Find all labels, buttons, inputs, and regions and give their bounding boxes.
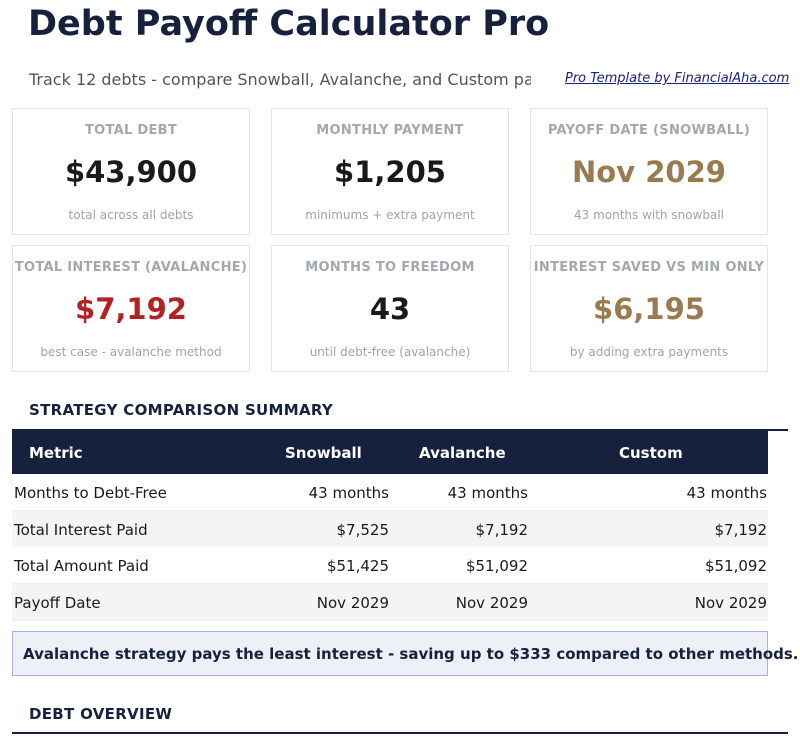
table-row: Months to Debt-Free 43 months 43 months 43 … (12, 474, 768, 511)
cell: Nov 2029 (694, 593, 767, 612)
cell: Nov 2029 (455, 593, 528, 612)
stat-card: TOTAL INTEREST (AVALANCHE) $7,192 best cas… (12, 245, 250, 372)
note-text: Avalanche strategy pays the least intere… (23, 645, 799, 663)
table-header: Metric Snowball Avalanche Custom (12, 430, 768, 474)
row-label: Total Amount Paid (14, 557, 149, 575)
card-label: INTEREST SAVED VS MIN ONLY (533, 260, 765, 275)
column-header: Custom (619, 444, 683, 462)
template-link[interactable]: Pro Template by FinancialAha.com (565, 71, 790, 86)
table-row: Total Amount Paid $51,425 $51,092 $51,092 (12, 547, 768, 584)
cell: $51,425 (326, 557, 389, 575)
stat-card: TOTAL DEBT $43,900 total across all debts (12, 108, 250, 235)
cell: $7,192 (475, 520, 529, 539)
column-header: Snowball (285, 444, 362, 462)
row-label: Months to Debt-Free (14, 484, 167, 502)
title: Debt Payoff Calculator Pro (28, 4, 550, 44)
cell: 43 months (686, 484, 767, 502)
card-label: MONTHLY PAYMENT (316, 123, 464, 138)
card-value: $43,900 (64, 155, 198, 189)
rule (12, 732, 788, 734)
card-note: until debt-free (avalanche) (309, 345, 471, 359)
table-row: Total Interest Paid $7,525 $7,192 $7,192 (12, 510, 768, 548)
row-label: Payoff Date (14, 593, 101, 612)
card-note: minimums + extra payment (305, 208, 475, 222)
card-note: by adding extra payments (569, 345, 729, 359)
stat-card: INTEREST SAVED VS MIN ONLY $6,195 by addin… (530, 245, 768, 372)
stat-card: PAYOFF DATE (SNOWBALL) Nov 2029 43 months … (530, 108, 768, 235)
stat-card: MONTHLY PAYMENT $1,205 minimums + extra pa… (271, 108, 509, 235)
card-label: TOTAL INTEREST (AVALANCHE) (14, 260, 248, 275)
cell: $7,192 (714, 520, 768, 539)
row-label: Total Interest Paid (14, 520, 148, 539)
cell: $51,092 (465, 557, 528, 575)
card-label: MONTHS TO FREEDOM (305, 260, 475, 275)
cell: $51,092 (704, 557, 767, 575)
card-value: $1,205 (334, 155, 446, 189)
column-header: Metric (29, 444, 83, 462)
summary-note: Avalanche strategy pays the least intere… (12, 631, 799, 676)
table-row: Payoff Date Nov 2029 Nov 2029 Nov 2029 (12, 583, 768, 621)
section-heading: STRATEGY COMPARISON SUMMARY (29, 401, 334, 419)
card-value: $6,195 (593, 292, 705, 326)
card-value: 43 (369, 292, 411, 326)
card-note: best case - avalanche method (40, 345, 222, 359)
cell: $7,525 (336, 520, 390, 539)
card-label: TOTAL DEBT (84, 123, 178, 138)
card-label: PAYOFF DATE (SNOWBALL) (547, 123, 751, 138)
cell: Nov 2029 (316, 593, 389, 612)
section-heading: DEBT OVERVIEW (29, 705, 173, 723)
cell: 43 months (308, 484, 389, 502)
card-value: Nov 2029 (572, 155, 726, 189)
card-value: $7,192 (75, 292, 187, 326)
cell: 43 months (447, 484, 528, 502)
column-header: Avalanche (419, 444, 506, 462)
card-note: total across all debts (68, 208, 194, 222)
card-note: 43 months with snowball (573, 208, 725, 222)
subtitle: Track 12 debts - compare Snowball, Avala… (29, 70, 531, 89)
stat-card: MONTHS TO FREEDOM 43 until debt-free (aval… (271, 245, 509, 372)
